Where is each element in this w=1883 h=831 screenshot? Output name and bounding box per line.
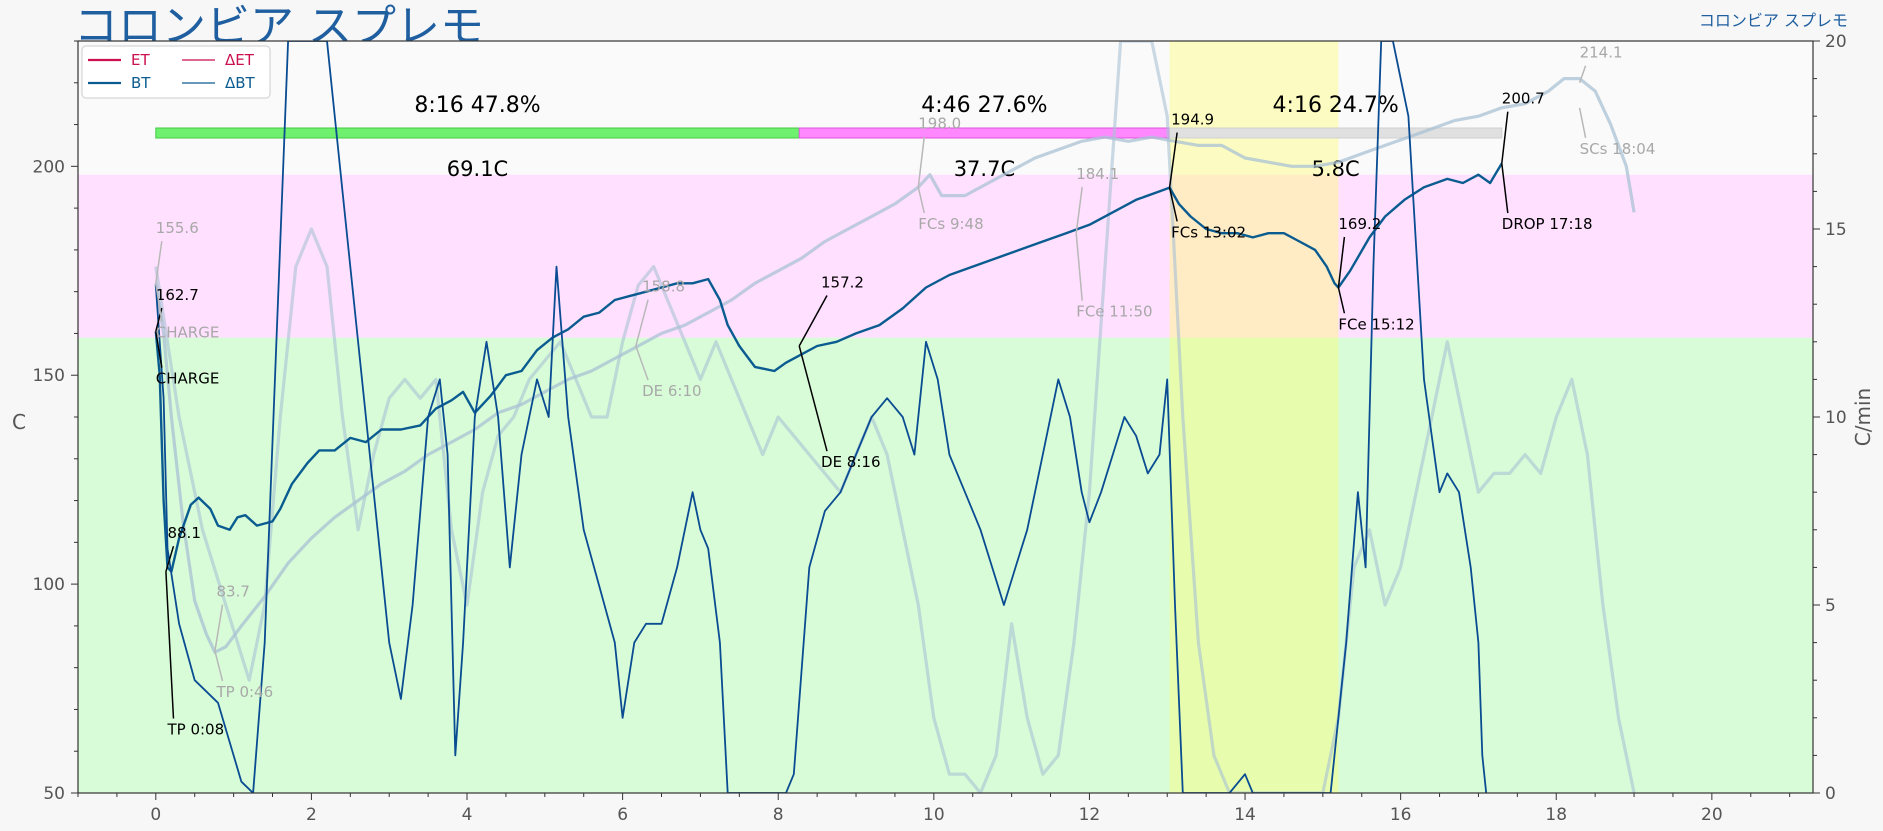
x-tick-label: 2 bbox=[306, 805, 317, 825]
annotation-leader bbox=[214, 650, 224, 682]
annotation-label: 157.2 bbox=[821, 273, 864, 291]
annotation-leader bbox=[1578, 65, 1587, 84]
series-delta-bt bbox=[154, 41, 1488, 793]
y-tick-label: 150 bbox=[33, 366, 65, 386]
annotation-label: TP 0:46 bbox=[215, 683, 273, 701]
annotation-leader bbox=[155, 331, 163, 368]
legend: ET BT ΔET ΔBT bbox=[81, 45, 271, 99]
phase-delta-2: 37.7C bbox=[954, 157, 1015, 181]
series-background-bt bbox=[154, 77, 1636, 654]
annotation-label: FCs 13:02 bbox=[1171, 223, 1246, 241]
annotation-leader bbox=[1168, 132, 1178, 188]
annotation-label: TP 0:08 bbox=[166, 721, 224, 739]
phase-label-2: 4:46 27.6% bbox=[921, 93, 1047, 118]
annotation-label: CHARGE bbox=[156, 324, 220, 342]
annotation-leader bbox=[635, 345, 649, 381]
x-tick-label: 0 bbox=[150, 805, 161, 825]
band-green bbox=[78, 337, 1813, 793]
annotation-leader bbox=[635, 299, 649, 347]
series-bt bbox=[154, 162, 1503, 573]
annotation-leader bbox=[1337, 236, 1346, 288]
annotation-label: 198.0 bbox=[918, 115, 961, 133]
annotation-leader bbox=[214, 604, 224, 652]
y-tick-label: 100 bbox=[33, 575, 65, 595]
annotation-leader bbox=[1501, 163, 1509, 214]
y2-axis-label: C/min bbox=[1851, 388, 1875, 446]
annotation-leader bbox=[917, 187, 925, 214]
annotation-leader bbox=[1578, 107, 1587, 138]
x-tick-label: 16 bbox=[1390, 805, 1412, 825]
legend-label-et: ET bbox=[131, 51, 150, 69]
legend-label-det: ΔET bbox=[225, 51, 255, 69]
annotation-label: FCs 9:48 bbox=[918, 215, 983, 233]
development-zone bbox=[1169, 41, 1339, 793]
annotation-leader bbox=[1337, 287, 1346, 314]
y2-tick-label: 5 bbox=[1825, 596, 1836, 616]
annotation-label: FCe 11:50 bbox=[1076, 303, 1152, 321]
y-axis-label: C bbox=[12, 410, 26, 434]
y-tick-label: 200 bbox=[33, 157, 65, 177]
annotation-label: 88.1 bbox=[167, 524, 200, 542]
annotation-leader bbox=[165, 571, 175, 719]
annotation-leader bbox=[917, 136, 926, 188]
annotation-label: DROP 17:18 bbox=[1502, 215, 1593, 233]
annotation-label: 194.9 bbox=[1171, 111, 1214, 129]
x-tick-label: 14 bbox=[1234, 805, 1256, 825]
y-tick-label: 50 bbox=[43, 784, 65, 804]
phase-label-3: 4:16 24.7% bbox=[1273, 93, 1399, 118]
legend-label-dbt: ΔBT bbox=[225, 74, 256, 92]
phase-bar-1 bbox=[155, 127, 800, 139]
phase-bar-3 bbox=[1169, 127, 1503, 139]
annotation-leader bbox=[1168, 187, 1178, 222]
annotation-leader bbox=[1075, 233, 1083, 301]
annotation-label: DE 6:10 bbox=[642, 382, 701, 400]
y2-tick-label: 10 bbox=[1825, 408, 1847, 428]
phase-label-1: 8:16 47.8% bbox=[414, 93, 540, 118]
annotation-leader bbox=[1501, 111, 1509, 164]
annotation-label: 214.1 bbox=[1580, 44, 1623, 62]
annotation-label: 83.7 bbox=[216, 583, 249, 601]
legend-label-bt: BT bbox=[131, 74, 151, 92]
annotation-leader bbox=[165, 545, 175, 572]
x-tick-label: 18 bbox=[1545, 805, 1567, 825]
annotation-label: 169.2 bbox=[1338, 215, 1381, 233]
annotation-leader bbox=[155, 283, 163, 322]
annotation-label: 162.7 bbox=[156, 286, 199, 304]
x-tick-label: 20 bbox=[1701, 805, 1723, 825]
chart-subtitle: コロンビア スプレモ bbox=[1698, 11, 1848, 30]
annotation-leader bbox=[798, 295, 828, 347]
x-tick-label: 6 bbox=[617, 805, 628, 825]
y2-tick-label: 15 bbox=[1825, 220, 1847, 240]
x-tick-label: 8 bbox=[773, 805, 784, 825]
annotation-label: CHARGE bbox=[156, 370, 220, 388]
annotation-leader bbox=[798, 345, 828, 452]
annotation-label: SCs 18:04 bbox=[1580, 140, 1656, 158]
y2-tick-label: 0 bbox=[1825, 784, 1836, 804]
series-lines bbox=[154, 41, 1636, 793]
band-pink bbox=[78, 174, 1813, 338]
annotation-label: 200.7 bbox=[1502, 90, 1545, 108]
legend-box bbox=[81, 45, 271, 99]
x-tick-label: 12 bbox=[1079, 805, 1101, 825]
annotation-label: 158.8 bbox=[642, 278, 685, 296]
annotation-label: FCe 15:12 bbox=[1338, 315, 1414, 333]
phase-delta-3: 5.8C bbox=[1312, 157, 1360, 181]
y2-tick-label: 20 bbox=[1825, 32, 1847, 52]
annotation-leader bbox=[155, 241, 163, 284]
annotation-leader bbox=[1075, 186, 1083, 234]
phase-delta-1: 69.1C bbox=[447, 157, 508, 181]
annotation-label: 155.6 bbox=[156, 219, 199, 237]
series-background-delta-bt bbox=[154, 41, 1636, 793]
x-tick-label: 10 bbox=[923, 805, 945, 825]
annotation-label: DE 8:16 bbox=[821, 453, 880, 471]
annotation-label: 184.1 bbox=[1076, 165, 1119, 183]
x-tick-label: 4 bbox=[462, 805, 473, 825]
